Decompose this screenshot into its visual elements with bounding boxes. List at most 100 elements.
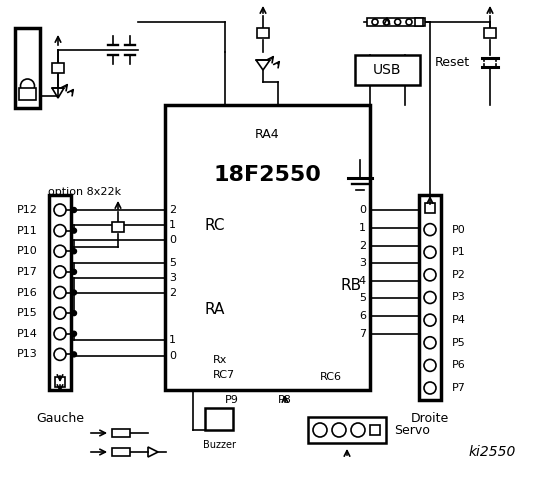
- Bar: [19, 88, 36, 100]
- Text: Servo: Servo: [394, 423, 430, 436]
- Circle shape: [71, 207, 76, 213]
- Bar: [355, 55, 420, 85]
- Bar: [165, 105, 370, 390]
- Text: RB: RB: [340, 277, 361, 292]
- Circle shape: [54, 348, 66, 360]
- Text: Reset: Reset: [435, 56, 470, 69]
- Circle shape: [54, 266, 66, 278]
- Bar: [15, 28, 40, 108]
- Bar: [49, 195, 71, 390]
- Circle shape: [424, 314, 436, 326]
- Circle shape: [54, 225, 66, 237]
- Text: P17: P17: [17, 267, 38, 277]
- Text: 0: 0: [359, 205, 366, 215]
- Text: 1: 1: [359, 223, 366, 233]
- Text: 4: 4: [359, 276, 366, 286]
- Circle shape: [383, 19, 389, 25]
- Text: RC6: RC6: [320, 372, 342, 382]
- Text: 2: 2: [169, 205, 176, 215]
- Bar: [419, 195, 441, 400]
- Text: 0: 0: [169, 351, 176, 361]
- Text: Buzzer: Buzzer: [202, 440, 236, 450]
- Circle shape: [424, 291, 436, 303]
- Circle shape: [54, 328, 66, 340]
- Bar: [52, 63, 64, 73]
- Text: P3: P3: [452, 292, 466, 302]
- Circle shape: [424, 269, 436, 281]
- Circle shape: [424, 224, 436, 236]
- Text: P15: P15: [17, 308, 38, 318]
- Circle shape: [71, 290, 76, 295]
- Text: 1: 1: [169, 335, 176, 345]
- Text: P16: P16: [17, 288, 38, 298]
- Bar: [112, 222, 124, 232]
- Text: ki2550: ki2550: [468, 445, 516, 459]
- Circle shape: [406, 19, 412, 25]
- Text: RC: RC: [205, 217, 226, 232]
- Text: P6: P6: [452, 360, 466, 371]
- Text: P2: P2: [452, 270, 466, 280]
- Text: P14: P14: [17, 329, 38, 339]
- Circle shape: [71, 352, 76, 357]
- Bar: [484, 28, 496, 38]
- Text: 7: 7: [359, 329, 366, 339]
- Circle shape: [54, 307, 66, 319]
- Text: 2: 2: [169, 288, 176, 298]
- Text: P8: P8: [278, 395, 292, 405]
- Text: P12: P12: [17, 205, 38, 215]
- Circle shape: [424, 382, 436, 394]
- Circle shape: [71, 228, 76, 233]
- Text: USB: USB: [373, 63, 401, 77]
- Circle shape: [351, 423, 365, 437]
- Bar: [308, 417, 386, 443]
- Text: RA: RA: [205, 302, 226, 317]
- Bar: [367, 18, 425, 26]
- Text: Droite: Droite: [411, 411, 449, 424]
- Text: 5: 5: [169, 258, 176, 268]
- Text: option 8x22k: option 8x22k: [49, 187, 122, 197]
- Circle shape: [71, 269, 76, 275]
- Text: 3: 3: [169, 273, 176, 283]
- Text: P7: P7: [452, 383, 466, 393]
- Circle shape: [424, 337, 436, 349]
- Text: 6: 6: [359, 311, 366, 321]
- Circle shape: [20, 79, 34, 93]
- Text: P10: P10: [17, 246, 38, 256]
- Circle shape: [372, 19, 378, 25]
- Text: P13: P13: [17, 349, 38, 360]
- Circle shape: [424, 246, 436, 258]
- Text: 0: 0: [169, 235, 176, 245]
- Text: P9: P9: [225, 395, 239, 405]
- Text: RA4: RA4: [255, 129, 280, 142]
- Circle shape: [71, 311, 76, 316]
- Bar: [112, 448, 130, 456]
- Circle shape: [424, 360, 436, 372]
- Bar: [370, 425, 380, 435]
- Circle shape: [71, 249, 76, 254]
- Bar: [415, 18, 423, 26]
- Circle shape: [395, 19, 401, 25]
- Circle shape: [54, 245, 66, 257]
- Text: P0: P0: [452, 225, 466, 235]
- Bar: [205, 408, 233, 430]
- Circle shape: [54, 204, 66, 216]
- Text: 2: 2: [359, 241, 366, 251]
- Circle shape: [313, 423, 327, 437]
- Text: RC7: RC7: [213, 370, 235, 380]
- Text: P1: P1: [452, 247, 466, 257]
- Text: 3: 3: [359, 258, 366, 268]
- Bar: [425, 203, 435, 213]
- Circle shape: [54, 287, 66, 299]
- Text: P5: P5: [452, 338, 466, 348]
- Text: 5: 5: [359, 293, 366, 303]
- Bar: [55, 377, 65, 387]
- Text: Gauche: Gauche: [36, 411, 84, 424]
- Text: P11: P11: [17, 226, 38, 236]
- Bar: [257, 28, 269, 38]
- Bar: [112, 429, 130, 437]
- Text: 1: 1: [169, 220, 176, 230]
- Circle shape: [71, 331, 76, 336]
- Text: 18F2550: 18F2550: [213, 165, 321, 185]
- Text: P4: P4: [452, 315, 466, 325]
- Text: Rx: Rx: [213, 355, 227, 365]
